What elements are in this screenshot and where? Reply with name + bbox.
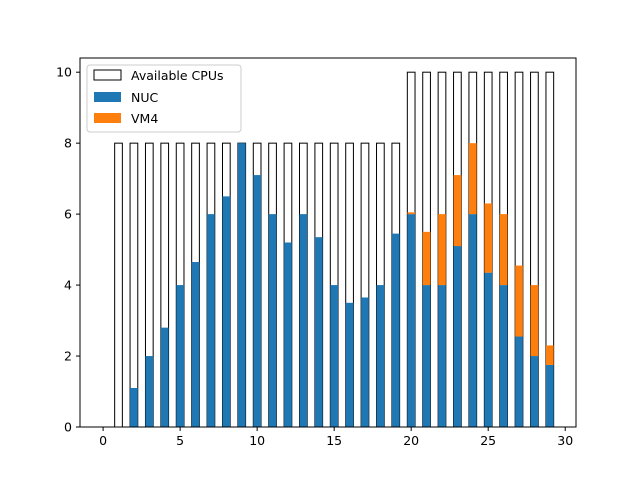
vm4-bar [407, 212, 416, 215]
x-tick-label: 30 [557, 433, 573, 448]
available-cpus-bar [114, 142, 123, 428]
nuc-bar [222, 196, 231, 427]
x-tick-label: 15 [326, 433, 342, 448]
y-tick-label: 0 [64, 420, 72, 435]
y-axis-ticks: 0 2 4 6 8 10 [56, 65, 80, 435]
plot-frame [79, 57, 577, 428]
nuc-bar [361, 297, 369, 427]
nuc-bar [468, 214, 477, 427]
nuc-bar [130, 387, 138, 427]
x-tick-label: 10 [249, 433, 265, 448]
x-tick-label: 20 [403, 433, 419, 448]
legend-label-available: Available CPUs [131, 68, 223, 83]
nuc-bar [176, 285, 184, 427]
vm4-bar [468, 143, 477, 215]
legend-box [86, 64, 242, 133]
legend-label-vm4: VM4 [131, 111, 158, 126]
vm4-bar [484, 203, 493, 273]
nuc-bar [422, 285, 431, 427]
nuc-bar [345, 302, 354, 427]
x-tick-label: 0 [99, 433, 107, 448]
nuc-bar [438, 285, 446, 427]
y-tick-label: 8 [64, 136, 72, 151]
nuc-bar [160, 327, 169, 427]
nuc-bar [145, 356, 154, 427]
legend-swatch-vm4 [94, 113, 121, 123]
nuc-bar [268, 214, 277, 427]
y-tick-label: 6 [64, 207, 72, 222]
vm4-bar [422, 231, 431, 286]
y-tick-label: 4 [64, 278, 72, 293]
series-bars [130, 143, 554, 427]
vm4-bar [515, 265, 523, 337]
x-axis-ticks: 0 5 10 15 20 25 30 [99, 427, 573, 448]
x-tick-label: 5 [176, 433, 184, 448]
y-tick-label: 2 [64, 349, 72, 364]
nuc-bar [253, 175, 261, 427]
x-tick-label: 25 [480, 433, 496, 448]
nuc-bar [330, 285, 339, 427]
nuc-bar [499, 285, 508, 427]
nuc-bar [407, 214, 416, 427]
nuc-bar [530, 356, 539, 427]
vm4-bar [438, 214, 446, 286]
nuc-bar [515, 336, 523, 427]
vm4-bar [545, 345, 554, 365]
legend-swatch-available [93, 69, 122, 81]
nuc-bar [284, 242, 292, 427]
nuc-bar [314, 237, 323, 427]
available-cpus-bar [129, 142, 139, 428]
nuc-bar [545, 364, 554, 427]
vm4-bar [499, 214, 508, 286]
vm4-bar [530, 285, 539, 357]
vm4-bar [453, 175, 462, 247]
nuc-bar [207, 214, 215, 427]
legend-swatch-nuc [94, 92, 121, 102]
nuc-bar [391, 233, 400, 427]
nuc-bar [237, 143, 246, 427]
nuc-bar [191, 262, 200, 427]
legend: Available CPUs NUC VM4 [86, 64, 242, 133]
nuc-bar [484, 272, 493, 427]
nuc-bar [299, 214, 308, 427]
legend-label-nuc: NUC [131, 90, 158, 105]
nuc-bar [453, 246, 462, 427]
nuc-bar [376, 285, 385, 427]
y-tick-label: 10 [56, 65, 72, 80]
